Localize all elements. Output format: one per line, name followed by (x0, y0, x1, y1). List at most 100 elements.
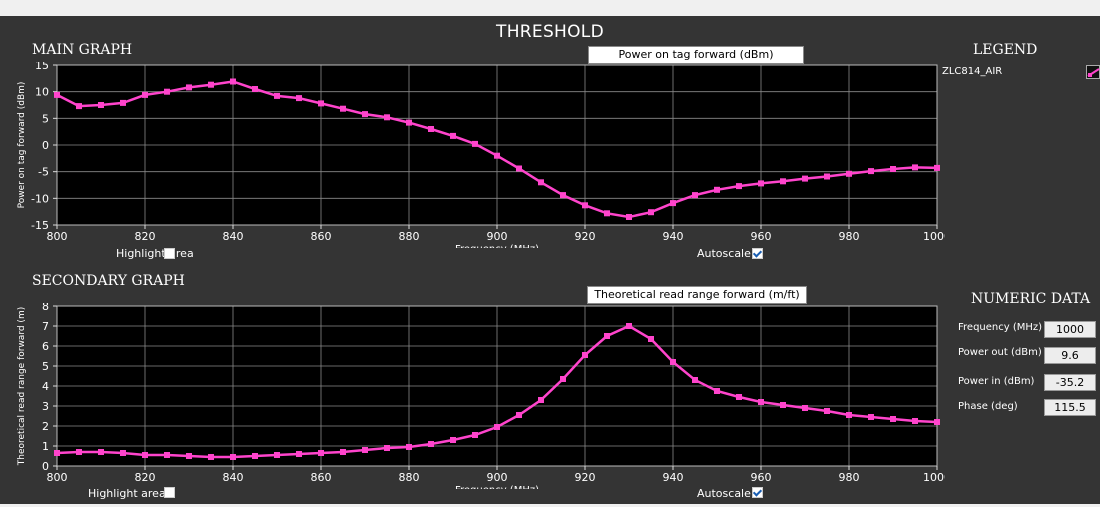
y-tick-label: 3 (42, 400, 49, 413)
x-tick-label: 980 (839, 471, 860, 484)
y-tick-label: 4 (42, 380, 49, 393)
x-tick-label: 840 (223, 471, 244, 484)
data-point (230, 454, 236, 460)
x-tick-label: 840 (223, 230, 244, 243)
data-point (494, 424, 500, 430)
x-tick-label: 820 (135, 471, 156, 484)
data-point (912, 418, 918, 424)
data-point (802, 405, 808, 411)
x-tick-label: 800 (47, 471, 68, 484)
data-point (934, 419, 940, 425)
data-point (538, 179, 544, 186)
main-autoscale-checkbox[interactable] (752, 248, 763, 259)
phase-label: Phase (deg) (958, 401, 1018, 412)
data-point (582, 352, 588, 358)
x-tick-label: 900 (487, 230, 508, 243)
x-tick-label: 880 (399, 471, 420, 484)
data-point (164, 452, 170, 458)
data-point (340, 449, 346, 455)
legend-item-label: ZLC814_AIR (942, 66, 1003, 77)
x-tick-label: 860 (311, 230, 332, 243)
x-tick-label: 820 (135, 230, 156, 243)
legend-title: LEGEND (973, 42, 1038, 58)
data-point (648, 336, 654, 342)
secondary-graph-dropdown[interactable]: Theoretical read range forward (m/ft) (587, 286, 807, 304)
data-point (428, 441, 434, 447)
x-tick-label: 1000 (923, 471, 945, 484)
main-highlight-checkbox[interactable] (164, 248, 175, 259)
data-point (318, 100, 324, 107)
x-axis-label: Frequency (MHz) (455, 244, 539, 248)
y-tick-label: 6 (42, 340, 49, 353)
x-tick-label: 1000 (923, 230, 945, 243)
data-point (362, 111, 368, 118)
data-point (604, 210, 610, 217)
x-tick-label: 980 (839, 230, 860, 243)
data-point (670, 359, 676, 365)
x-tick-label: 920 (575, 471, 596, 484)
data-point (934, 164, 940, 171)
secondary-graph-label: SECONDARY GRAPH (32, 273, 185, 289)
x-tick-label: 940 (663, 230, 684, 243)
data-point (692, 192, 698, 199)
power-in-label: Power in (dBm) (958, 376, 1035, 387)
data-point (164, 88, 170, 95)
data-point (714, 186, 720, 193)
secondary-highlight-label: Highlight area (88, 487, 166, 500)
secondary-highlight-checkbox[interactable] (164, 487, 175, 498)
y-tick-label: 5 (42, 112, 49, 125)
data-point (296, 95, 302, 102)
data-point (824, 173, 830, 180)
x-axis-label: Frequency (MHz) (455, 485, 539, 489)
power-out-value: 9.6 (1044, 347, 1096, 364)
main-graph-dropdown[interactable]: Power on tag forward (dBm) (588, 46, 804, 64)
y-tick-label: 0 (42, 139, 49, 152)
data-point (54, 91, 60, 98)
data-point (560, 376, 566, 382)
data-point (120, 450, 126, 456)
data-point (340, 105, 346, 112)
data-point (538, 397, 544, 403)
x-tick-label: 900 (487, 471, 508, 484)
x-tick-label: 800 (47, 230, 68, 243)
y-tick-label: 0 (42, 460, 49, 473)
secondary-autoscale-checkbox[interactable] (752, 487, 763, 498)
x-tick-label: 940 (663, 471, 684, 484)
power-out-label: Power out (dBm) (958, 347, 1042, 358)
data-point (318, 450, 324, 456)
data-point (142, 452, 148, 458)
data-point (824, 408, 830, 414)
y-tick-label: -15 (31, 219, 49, 232)
x-tick-label: 880 (399, 230, 420, 243)
x-tick-label: 960 (751, 230, 772, 243)
data-point (758, 180, 764, 187)
legend-item: ZLC814_AIR (942, 65, 1100, 82)
data-point (54, 450, 60, 456)
data-point (890, 166, 896, 172)
y-tick-label: 2 (42, 420, 49, 433)
data-point (98, 449, 104, 455)
data-point (516, 165, 522, 172)
y-tick-label: -10 (31, 192, 49, 205)
main-graph-label: MAIN GRAPH (32, 42, 133, 58)
data-point (274, 92, 280, 99)
data-point (208, 454, 214, 460)
data-point (846, 170, 852, 177)
data-point (846, 412, 852, 418)
frequency-value: 1000 (1044, 321, 1096, 338)
power-in-value: -35.2 (1044, 374, 1096, 391)
data-point (76, 449, 82, 455)
data-point (868, 414, 874, 420)
data-point (626, 323, 632, 329)
data-point (186, 84, 192, 91)
data-point (428, 126, 434, 132)
x-tick-label: 860 (311, 471, 332, 484)
data-point (780, 178, 786, 185)
threshold-panel: THRESHOLD MAIN GRAPH Power on tag forwar… (0, 16, 1100, 504)
data-point (714, 388, 720, 394)
frequency-label: Frequency (MHz) (958, 322, 1043, 333)
legend-list: ZLC814_AIR (942, 65, 1100, 82)
data-point (802, 175, 808, 182)
